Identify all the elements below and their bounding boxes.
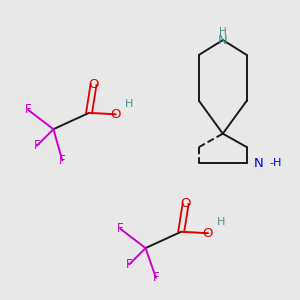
Text: O: O: [111, 108, 121, 121]
Text: O: O: [88, 78, 99, 91]
Text: N: N: [254, 157, 263, 170]
Text: -H: -H: [269, 158, 282, 168]
Text: H: H: [125, 99, 134, 109]
Text: F: F: [59, 154, 66, 167]
Text: F: F: [153, 271, 159, 284]
Text: H: H: [217, 217, 225, 227]
Text: H: H: [219, 27, 227, 37]
Text: N: N: [218, 34, 228, 46]
Text: F: F: [126, 258, 133, 271]
Text: F: F: [117, 222, 124, 235]
Text: F: F: [25, 103, 32, 116]
Text: O: O: [203, 227, 213, 240]
Text: F: F: [34, 139, 40, 152]
Text: O: O: [180, 197, 191, 210]
